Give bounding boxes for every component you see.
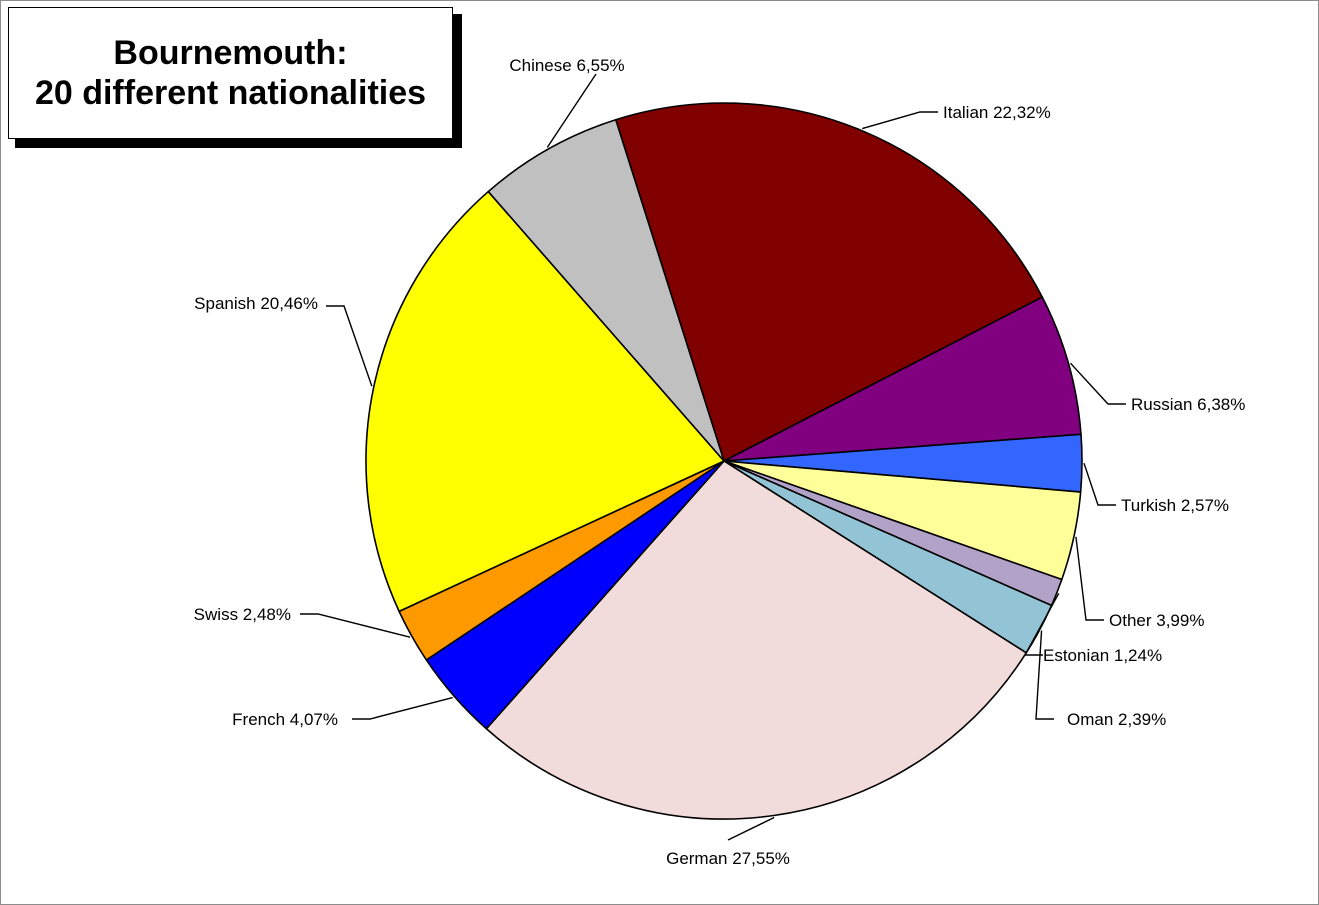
leader-line-swiss [300,613,411,638]
data-label-turkish: Turkish 2,57% [1121,496,1229,515]
leader-line-russian [1069,362,1126,405]
chart-subtitle: 20 different nationalities [34,74,427,112]
chart-title: Bournemouth: [113,34,348,72]
data-label-spanish: Spanish 20,46% [194,294,318,313]
data-label-french: French 4,07% [232,710,338,729]
pie-slice-chinese [487,118,725,462]
leader-line-chinese [546,73,597,148]
pie-slices [365,102,1083,820]
data-label-italian: Italian 22,32% [943,103,1051,122]
chart-title-box: Bournemouth: 20 different nationalities [8,7,453,139]
data-label-oman: Oman 2,39% [1067,710,1166,729]
leader-line-other [1075,536,1104,621]
data-label-swiss: Swiss 2,48% [194,605,291,624]
leader-lines [300,73,1126,841]
data-label-estonian: Estonian 1,24% [1043,646,1162,665]
data-label-german: German 27,55% [666,849,790,868]
leader-line-estonian [1023,593,1060,656]
leader-line-italian [862,111,938,130]
data-label-chinese: Chinese 6,55% [509,56,624,75]
data-label-russian: Russian 6,38% [1131,395,1245,414]
leader-line-spanish [326,305,373,387]
leader-line-turkish [1083,462,1116,506]
data-labels: Italian 22,32% Russian 6,38% Turkish 2,57%… [194,56,1246,868]
pie-slice-german [485,460,1028,820]
pie-slice-spanish [365,190,725,613]
data-label-other: Other 3,99% [1109,611,1204,630]
pie-slice-italian [614,102,1044,462]
pie-slice-russian [723,296,1082,462]
leader-line-french [352,696,453,720]
leader-line-german [727,816,775,841]
leader-line-oman [1035,630,1054,720]
